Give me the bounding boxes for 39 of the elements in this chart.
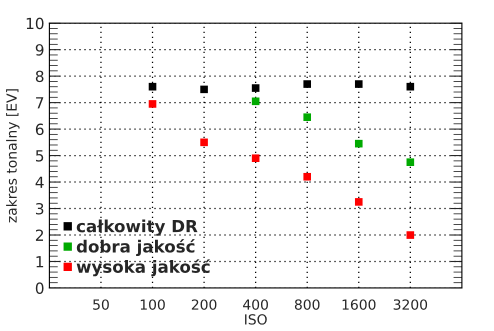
- point: [148, 100, 156, 108]
- y-tick-label: 1: [36, 256, 44, 268]
- point: [200, 138, 208, 146]
- y-tick-label: 9: [36, 44, 44, 56]
- point: [303, 172, 312, 181]
- point: [148, 82, 156, 91]
- point: [303, 113, 312, 121]
- y-tick-label: 4: [36, 176, 44, 188]
- x-tick-label: 3200: [394, 299, 428, 310]
- y-tick-label: 2: [36, 229, 44, 241]
- y-axis-title: zakres tonalny [EV]: [6, 89, 20, 223]
- point: [354, 80, 363, 88]
- y-tick-label: 8: [36, 70, 44, 82]
- x-tick-label: 1600: [342, 299, 376, 310]
- point: [406, 158, 414, 166]
- legend-label: wysoka jakość: [76, 259, 210, 276]
- x-axis-title: ISO: [245, 314, 267, 325]
- point: [252, 97, 260, 106]
- x-tick-label: 400: [243, 299, 268, 310]
- y-tick-label: 10: [26, 18, 44, 30]
- x-tick-label: 800: [294, 299, 320, 310]
- x-tick-label: 100: [140, 299, 165, 310]
- point: [354, 140, 363, 148]
- y-tick-label: 0: [36, 282, 44, 294]
- point: [303, 80, 312, 88]
- legend-label: dobra jakość: [76, 239, 195, 256]
- point: [252, 84, 260, 92]
- y-tick-label: 6: [36, 124, 44, 136]
- x-tick-label: 50: [93, 299, 109, 310]
- legend-label: całkowity DR: [76, 220, 198, 236]
- y-tick-label: 7: [36, 97, 44, 108]
- y-tick-label: 3: [36, 202, 44, 215]
- x-tick-label: 200: [192, 299, 216, 310]
- y-tick-label: 5: [36, 150, 44, 162]
- point: [200, 86, 208, 94]
- point: [354, 198, 363, 206]
- point: [252, 154, 260, 162]
- point: [406, 231, 414, 239]
- point: [406, 82, 414, 91]
